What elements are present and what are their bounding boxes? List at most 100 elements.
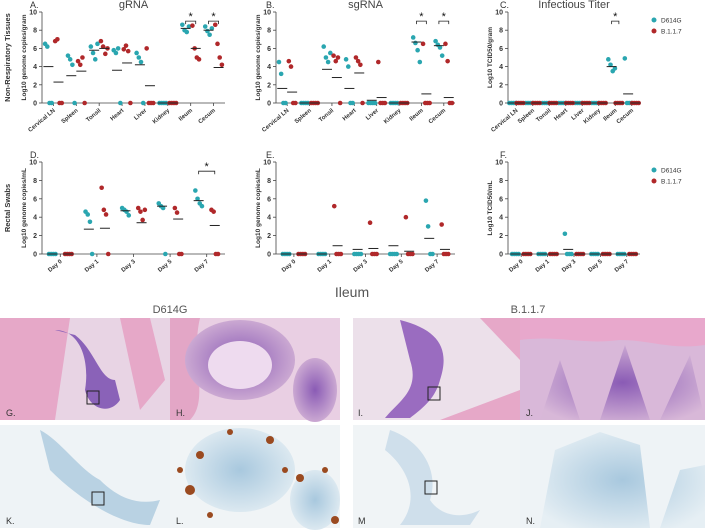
legend-label: D614G	[661, 168, 682, 175]
data-point	[410, 35, 416, 40]
data-point	[328, 50, 333, 56]
significance-star: *	[419, 11, 424, 23]
data-point	[403, 214, 409, 220]
y-tick-label: 0	[499, 252, 503, 259]
data-point	[288, 64, 294, 69]
image-label: H.	[176, 408, 185, 418]
x-tick-label: Day 3	[121, 259, 138, 274]
y-tick-label: 0	[267, 252, 271, 259]
y-tick-label: 8	[33, 28, 37, 35]
data-point	[150, 100, 156, 106]
data-point	[190, 23, 195, 28]
image-l-villus	[185, 428, 295, 512]
zoom-box	[424, 480, 438, 495]
data-point	[123, 43, 129, 48]
significance-bracket	[198, 170, 216, 175]
significance-star: *	[205, 161, 210, 173]
image-g-villi	[55, 330, 120, 409]
significance-star: *	[211, 11, 216, 23]
row-label: Non-Respiratory Tissues	[3, 13, 12, 102]
significance-star: *	[442, 11, 447, 23]
data-point	[160, 205, 166, 211]
y-tick-label: 4	[499, 64, 503, 71]
image-n-villi	[540, 432, 705, 528]
y-tick-label: 10	[29, 160, 37, 167]
y-tick-label: 8	[267, 178, 271, 185]
y-tick-label: 2	[33, 82, 37, 89]
data-point	[358, 251, 364, 257]
y-tick-label: 2	[499, 82, 503, 89]
data-point	[202, 24, 208, 29]
y-tick-label: 2	[267, 82, 271, 89]
data-point	[72, 100, 77, 106]
x-tick-label: Day 0	[508, 259, 525, 274]
x-tick-label: Heart	[342, 108, 358, 122]
data-point	[180, 22, 185, 28]
data-point	[89, 251, 95, 257]
y-tick-label: 8	[267, 28, 271, 35]
ihc-stain	[177, 429, 339, 524]
legend-label: B.1.1.7	[661, 29, 682, 36]
data-point	[88, 44, 94, 49]
data-point	[283, 100, 288, 106]
data-point	[606, 57, 611, 62]
data-point	[65, 53, 71, 58]
panel-letter: B.	[266, 0, 275, 10]
data-point	[622, 56, 628, 61]
data-point	[87, 219, 93, 225]
x-tick-label: Ileum	[178, 108, 194, 123]
chart-title: Infectious Titer	[538, 0, 610, 11]
data-point	[569, 251, 574, 257]
data-point	[333, 58, 339, 64]
image-label: M	[358, 516, 366, 526]
legend-marker	[651, 178, 657, 184]
x-tick-label: Kidney	[383, 108, 403, 126]
data-point	[427, 100, 432, 106]
panel-letter: E.	[266, 150, 275, 160]
y-tick-label: 4	[267, 215, 271, 222]
x-tick-label: Day 7	[194, 259, 211, 274]
x-tick-label: Ileum	[409, 108, 425, 123]
x-tick-label: Cecum	[616, 108, 635, 125]
data-point	[413, 40, 418, 46]
x-tick-label: Day 0	[281, 259, 298, 274]
data-point	[80, 55, 85, 60]
data-point	[372, 100, 378, 106]
y-tick-label: 6	[499, 46, 503, 53]
data-point	[217, 55, 222, 60]
y-axis-label: Log10 genome copies/mL	[21, 168, 28, 248]
section-title: Ileum	[335, 284, 369, 300]
significance-bracket	[208, 20, 219, 25]
data-point	[75, 58, 81, 64]
data-point	[45, 44, 50, 49]
chart-title: sgRNA	[348, 0, 384, 11]
significance-bracket	[438, 20, 450, 25]
y-axis-label: Log10 genome copies/gram	[21, 14, 28, 100]
x-tick-label: Kidney	[583, 108, 603, 126]
y-tick-label: 6	[499, 196, 503, 203]
data-point	[445, 58, 450, 64]
data-point	[85, 212, 91, 217]
data-point	[445, 251, 451, 257]
data-point	[382, 100, 388, 106]
chart-title: gRNA	[119, 0, 149, 11]
image-i-tissue2	[440, 390, 520, 420]
x-tick-label: Kidney	[152, 108, 172, 126]
data-point	[321, 44, 327, 49]
y-tick-label: 0	[267, 101, 271, 108]
y-axis-label: Log10 genome copies/mL	[255, 168, 262, 248]
data-point	[612, 66, 618, 71]
x-tick-label: Liver	[365, 108, 380, 122]
data-point	[376, 59, 381, 65]
data-point	[443, 41, 448, 47]
image-h-villus2	[293, 358, 337, 422]
data-point	[423, 198, 429, 203]
image-h-core	[208, 341, 272, 389]
x-tick-label: Day 7	[614, 259, 631, 274]
data-point	[179, 251, 184, 257]
y-tick-label: 4	[499, 215, 503, 222]
panel-letter: F.	[500, 150, 507, 160]
y-tick-label: 10	[263, 10, 271, 17]
histology	[0, 318, 705, 530]
x-tick-label: Spleen	[294, 108, 313, 125]
